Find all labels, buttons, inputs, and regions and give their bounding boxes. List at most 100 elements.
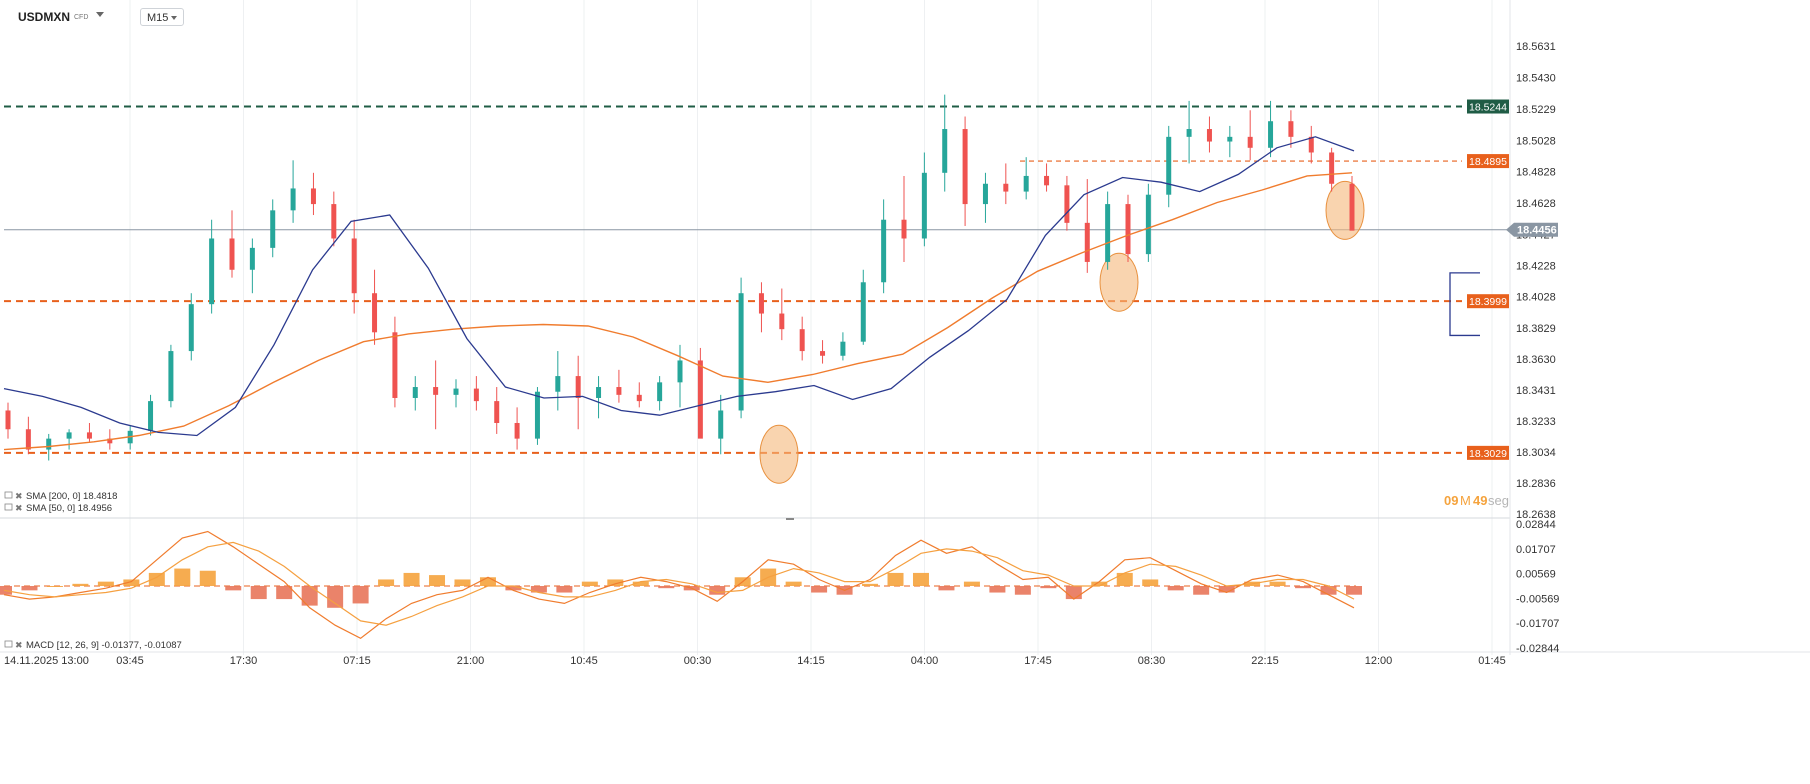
price-level-tag [1467, 154, 1509, 169]
grid-layer [0, 0, 1810, 655]
symbol-type-badge: CFD [74, 14, 89, 21]
candle-body [1084, 222, 1090, 262]
candle-body [555, 376, 561, 392]
candle-body [677, 360, 683, 383]
macd-histogram-bar [276, 586, 293, 600]
candle-body [412, 387, 418, 398]
x-tick-label: 01:45 [1478, 655, 1506, 667]
macd-histogram-bar [148, 572, 165, 586]
candle-body [962, 129, 968, 205]
macd-histogram-bar [1116, 572, 1133, 586]
macd-histogram-bar [912, 572, 929, 586]
range-bracket [1449, 272, 1480, 337]
y-tick-label: 18.2638 [1516, 509, 1556, 521]
macd-remove-icon[interactable]: ✖ [15, 640, 23, 650]
candle-body [1186, 129, 1192, 137]
sma-layer [3, 136, 1355, 451]
x-tick-label: 14:15 [797, 655, 825, 667]
candle-body [1003, 183, 1009, 192]
macd-y-tick-label: -0.02844 [1516, 643, 1559, 655]
candle-body [820, 351, 826, 356]
indicator-remove-icon[interactable]: ✖ [15, 503, 23, 513]
macd-histogram-bar [658, 586, 675, 589]
candle-body [1206, 129, 1212, 142]
macd-histogram-bar [607, 579, 624, 586]
macd-histogram-bar [709, 586, 726, 595]
countdown-seconds: 49 [1473, 493, 1487, 508]
macd-histogram-bar [378, 579, 395, 586]
macd-settings-icon[interactable] [4, 640, 13, 648]
candle-body [188, 304, 194, 352]
candle-body [209, 238, 215, 305]
candle-body [1145, 194, 1151, 255]
price-level-tag-label: 18.4895 [1469, 156, 1507, 168]
candle-body [1349, 183, 1355, 231]
candle-body [331, 204, 337, 239]
candle-body [779, 313, 785, 330]
macd-histogram-bar [963, 581, 980, 586]
candle-body [453, 388, 459, 395]
x-tick-label: 17:45 [1024, 655, 1052, 667]
candle-body [616, 387, 622, 395]
chart-toolbar: USDMXN CFD M15 [0, 0, 400, 30]
candle-body [1125, 204, 1131, 255]
candle-body [1308, 136, 1314, 153]
macd-histogram-bar [327, 586, 344, 608]
macd-histogram-bar [581, 581, 598, 586]
current-price-tag [1506, 222, 1558, 237]
candle-body [249, 247, 255, 270]
x-tick-label: 17:30 [230, 655, 258, 667]
macd-histogram-bar [174, 568, 191, 586]
sma200-line [3, 172, 1353, 451]
price-level-tag [1467, 99, 1509, 114]
macd-histogram-bar [505, 586, 522, 591]
indicator-settings-icon[interactable] [4, 503, 13, 511]
indicator-settings-icon[interactable] [4, 491, 13, 499]
x-tick-label: 03:45 [116, 655, 144, 667]
y-tick-label: 18.5631 [1516, 41, 1556, 53]
macd-histogram-bar [1269, 581, 1286, 586]
candle-body [921, 172, 927, 239]
candle-body [1064, 185, 1070, 223]
symbol-dropdown-chevron-icon[interactable] [96, 12, 104, 17]
macd-histogram-bar [1040, 586, 1057, 589]
macd-histogram-bar [301, 586, 318, 606]
macd-histogram-bar [785, 581, 802, 586]
timeframe-select[interactable]: M15 [140, 8, 184, 26]
macd-histogram-bar [1014, 586, 1031, 595]
countdown-seconds-unit: seg [1488, 493, 1509, 508]
y-tick-label: 18.5028 [1516, 135, 1556, 147]
countdown-minutes-unit: M [1460, 493, 1471, 508]
candle-body [657, 382, 663, 402]
symbol-name[interactable]: USDMXN [18, 10, 71, 24]
x-tick-label: 12:00 [1365, 655, 1393, 667]
price-level-tag [1467, 294, 1509, 309]
x-tick-label: 08:30 [1138, 655, 1166, 667]
y-tick-label: 18.3034 [1516, 447, 1556, 459]
macd-histogram-bar [250, 586, 267, 600]
y-tick-label: 18.4628 [1516, 198, 1556, 210]
macd-histogram-bar [429, 575, 446, 586]
macd-y-tick-label: 0.01707 [1516, 544, 1556, 556]
macd-histogram-bar [97, 581, 114, 586]
candle-body [942, 129, 948, 173]
macd-histogram-bar [123, 579, 140, 586]
highlight-ellipse [759, 424, 799, 484]
macd-histogram-bar [72, 583, 89, 586]
candle-body [1288, 121, 1294, 137]
y-tick-label: 18.5430 [1516, 72, 1556, 84]
macd-histogram-bar [1295, 586, 1312, 589]
candle-body [534, 391, 540, 439]
macd-histogram-bar [1346, 586, 1362, 595]
candle-body [799, 329, 805, 352]
indicator-remove-icon[interactable]: ✖ [15, 491, 23, 501]
candle-body [758, 293, 764, 314]
candle-body [575, 376, 581, 398]
macd-histogram-bar [632, 581, 649, 586]
candle-body [718, 410, 724, 439]
y-tick-label: 18.3829 [1516, 323, 1556, 335]
candle-body [168, 351, 174, 402]
macd-y-tick-label: 0.02844 [1516, 519, 1556, 531]
timeframe-chevron-icon [171, 16, 177, 20]
macd-histogram-bar [1091, 581, 1108, 586]
